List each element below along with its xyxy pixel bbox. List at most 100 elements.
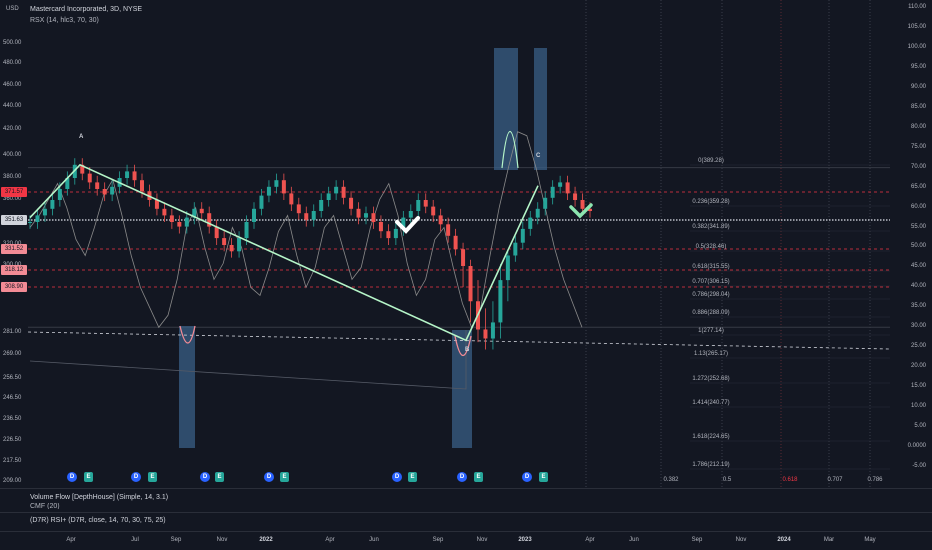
time-tick: Jun — [369, 537, 379, 543]
candle-body — [110, 186, 115, 195]
candle-body — [431, 206, 436, 216]
price-tick: 360.00 — [3, 196, 22, 202]
fib-level-label: 1.414(240.77) — [692, 400, 730, 406]
time-tick: 2022 — [259, 537, 273, 543]
dividend-icon[interactable]: D — [264, 472, 274, 482]
earnings-icon[interactable]: E — [474, 472, 483, 482]
candle-body — [453, 235, 458, 250]
candle-body — [364, 213, 368, 218]
fib-level-label: 1.618(224.65) — [692, 434, 730, 440]
rsi-tick: 5.00 — [914, 423, 926, 430]
price-badge[interactable]: 371.57 — [1, 187, 27, 197]
candle-body — [252, 208, 256, 222]
price-badge[interactable]: 351.63 — [1, 215, 27, 225]
rsi-tick: 20.00 — [910, 363, 926, 370]
fib-level-label: 1.13(265.17) — [693, 351, 729, 357]
candle-body — [57, 189, 62, 200]
pane-separator[interactable] — [0, 488, 932, 489]
price-tick: 480.00 — [3, 60, 22, 66]
earnings-icon[interactable]: E — [280, 472, 289, 482]
time-tick: Sep — [170, 537, 182, 543]
price-badge[interactable]: 318.12 — [1, 265, 27, 275]
price-tick: 380.00 — [3, 174, 22, 180]
earnings-icon[interactable]: E — [148, 472, 157, 482]
candle-body — [184, 217, 189, 227]
time-tick: Nov — [216, 537, 228, 543]
earnings-icon[interactable]: E — [84, 472, 93, 482]
candle-body — [266, 186, 271, 196]
rsi-plus-label[interactable]: (D7R) RSI+ (D7R, close, 14, 70, 30, 75, … — [30, 517, 166, 524]
rsi-tick: 50.00 — [910, 243, 926, 250]
price-badge[interactable]: 308.90 — [1, 282, 27, 292]
fib-level-label: 0(389.28) — [698, 158, 724, 164]
candle-body — [42, 208, 47, 216]
rsi-tick: 25.00 — [910, 343, 926, 350]
candle-body — [528, 217, 533, 229]
candle-body — [162, 208, 167, 216]
fib-level-label: 0.5(328.46) — [695, 244, 727, 250]
candle-body — [237, 238, 242, 252]
candle-body — [319, 200, 324, 211]
candle-body — [349, 197, 354, 209]
candle-body — [505, 255, 510, 281]
fib-level-label: 0.382(341.89) — [692, 224, 730, 230]
rsi-tick: 65.00 — [910, 183, 926, 190]
candle-body — [438, 215, 443, 225]
candle-body — [513, 242, 518, 256]
earnings-icon[interactable]: E — [408, 472, 417, 482]
candle-body — [408, 211, 413, 218]
cmf-label[interactable]: CMF (20) — [30, 503, 60, 509]
candle-body — [102, 189, 107, 195]
candle-body — [80, 164, 85, 174]
candle-body — [356, 208, 361, 218]
candle-body — [28, 222, 32, 223]
dividend-icon[interactable]: D — [457, 472, 467, 482]
candle-body — [192, 208, 197, 218]
highlight-box — [494, 48, 518, 170]
candle-body — [550, 186, 555, 198]
rsi-tick: -5.00 — [912, 463, 926, 469]
rsi-tick: 15.00 — [910, 383, 926, 390]
price-tick: 226.50 — [3, 437, 22, 443]
candle-body — [490, 322, 495, 339]
candle-body — [520, 228, 525, 243]
candle-body — [565, 182, 570, 194]
rsi-tick: 75.00 — [910, 143, 926, 150]
candle-body — [483, 329, 488, 339]
rsi-tick: 60.00 — [910, 203, 926, 210]
rsi-tick: 0.0000 — [907, 443, 926, 450]
dividend-icon[interactable]: D — [131, 472, 141, 482]
price-tick: 440.00 — [3, 103, 22, 109]
rsi-tick: 10.00 — [910, 403, 926, 410]
rsi-tick: 55.00 — [910, 223, 926, 230]
candle-body — [416, 200, 421, 211]
price-badge[interactable]: 331.52 — [1, 244, 27, 254]
candle-body — [535, 208, 540, 218]
time-tick: Apr — [325, 537, 335, 543]
dividend-icon[interactable]: D — [522, 472, 532, 482]
dividend-icon[interactable]: D — [200, 472, 210, 482]
earnings-icon[interactable]: E — [215, 472, 224, 482]
dividend-icon[interactable]: D — [392, 472, 402, 482]
candle-body — [154, 200, 159, 209]
pane-separator[interactable] — [0, 512, 932, 513]
fib-level-label: 0.707(306.15) — [692, 279, 730, 285]
price-tick: 281.00 — [3, 329, 22, 335]
time-tick: Nov — [476, 537, 488, 543]
fib-level-label: 0.886(288.09) — [692, 310, 730, 316]
candle-body — [207, 213, 212, 227]
rsi-tick: 70.00 — [910, 163, 926, 170]
price-tick: 256.50 — [3, 375, 22, 381]
rsi-tick: 95.00 — [910, 63, 926, 70]
volume-flow-label[interactable]: Volume Flow [DepthHouse] (Simple, 14, 3.… — [30, 494, 169, 501]
wave-label-c: C — [536, 153, 541, 159]
dividend-icon[interactable]: D — [67, 472, 77, 482]
rsx-oversold — [179, 325, 196, 344]
time-tick: May — [864, 537, 876, 543]
pane-separator[interactable] — [0, 531, 932, 532]
time-tick: 2024 — [777, 537, 791, 543]
earnings-icon[interactable]: E — [539, 472, 548, 482]
fib-time-label: 0.618 — [782, 477, 798, 483]
fib-time-label: 0.786 — [867, 477, 883, 483]
candle-body — [371, 213, 376, 222]
